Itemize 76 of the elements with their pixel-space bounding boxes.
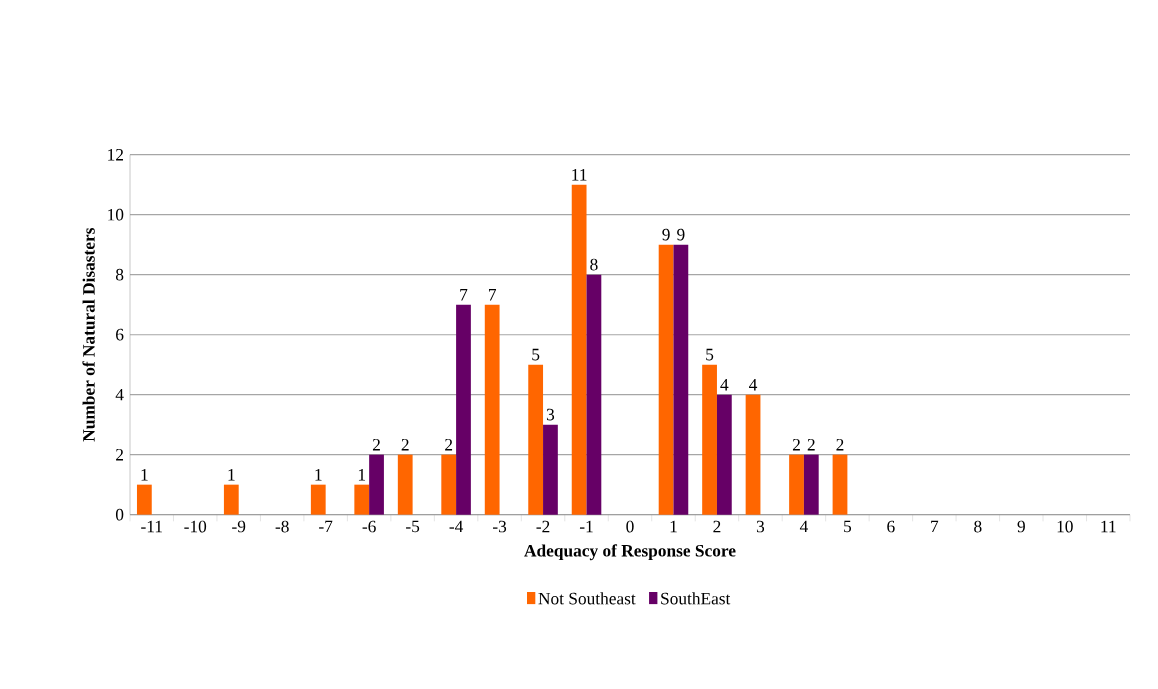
x-tick-label: -1 (579, 520, 593, 533)
data-label: 2 (445, 438, 453, 451)
y-axis-title: Number of Natural Disasters (82, 228, 95, 442)
bar (528, 364, 544, 515)
y-tick-label: 6 (116, 328, 124, 341)
data-label: 1 (141, 468, 148, 481)
x-tick-label: -10 (184, 520, 207, 533)
x-tick-label: 2 (713, 520, 721, 533)
bar (310, 484, 326, 515)
y-tick-label: 10 (108, 208, 124, 221)
bar (702, 364, 717, 515)
bar (397, 454, 413, 515)
data-label: 8 (590, 258, 598, 271)
bar (745, 394, 761, 515)
x-tick-label: -9 (232, 520, 246, 533)
x-tick-label: 1 (670, 520, 677, 533)
data-label: 1 (358, 468, 366, 481)
x-tick-label: 3 (756, 520, 765, 533)
data-label: 11 (572, 168, 587, 181)
bar (789, 454, 804, 515)
bar (441, 454, 457, 515)
bar (223, 484, 239, 515)
y-tick-label: 0 (115, 508, 124, 521)
data-label: 2 (401, 438, 409, 451)
x-axis-title: Adequacy of Response Score (524, 544, 736, 561)
data-label: 5 (706, 348, 714, 361)
x-tick-label: 11 (1101, 520, 1116, 533)
x-tick-label: -11 (141, 520, 162, 533)
data-label: 1 (228, 468, 235, 481)
y-tick-label: 8 (115, 268, 124, 281)
x-tick-label: 5 (844, 520, 852, 533)
bar (543, 424, 558, 515)
x-tick-label: 0 (626, 520, 634, 533)
x-tick-label: 8 (974, 520, 982, 533)
bar (658, 244, 674, 515)
legend-label: SouthEast (661, 592, 731, 605)
x-tick-label: 10 (1057, 520, 1073, 533)
bar (136, 484, 152, 515)
bar (832, 454, 848, 515)
bar (673, 244, 689, 515)
bar (571, 184, 587, 515)
x-tick-label: -6 (362, 520, 376, 533)
data-label: 2 (807, 438, 815, 451)
legend-label: Not Southeast (538, 592, 636, 605)
bar (369, 454, 384, 515)
bar (803, 454, 819, 515)
x-tick-label: 6 (887, 520, 895, 533)
x-tick-label: -4 (449, 520, 464, 533)
x-tick-label: -7 (319, 520, 333, 533)
data-label: 2 (836, 438, 844, 451)
data-label: 4 (720, 378, 729, 391)
data-label: 7 (460, 289, 468, 301)
x-tick-label: -3 (493, 520, 507, 533)
bar (586, 274, 602, 515)
y-tick-label: 2 (116, 448, 124, 461)
data-label: 5 (532, 348, 540, 361)
data-label: 9 (662, 228, 670, 241)
x-tick-label: -5 (406, 520, 420, 533)
data-label: 9 (677, 228, 685, 241)
data-label: 7 (489, 289, 497, 301)
bar (456, 304, 471, 515)
x-tick-label: 9 (1017, 520, 1025, 533)
data-label: 3 (546, 408, 555, 421)
x-tick-label: 7 (931, 520, 939, 533)
x-tick-label: -8 (275, 520, 289, 533)
bar (484, 304, 500, 515)
data-label: 4 (749, 378, 758, 391)
y-tick-label: 4 (115, 388, 124, 401)
y-tick-label: 12 (108, 148, 124, 161)
data-label: 1 (315, 468, 322, 481)
data-label: 2 (372, 438, 380, 451)
x-tick-label: -2 (536, 520, 550, 533)
x-tick-label: 4 (799, 520, 808, 533)
data-label: 2 (792, 438, 800, 451)
bar (716, 394, 732, 515)
bar (354, 484, 370, 515)
